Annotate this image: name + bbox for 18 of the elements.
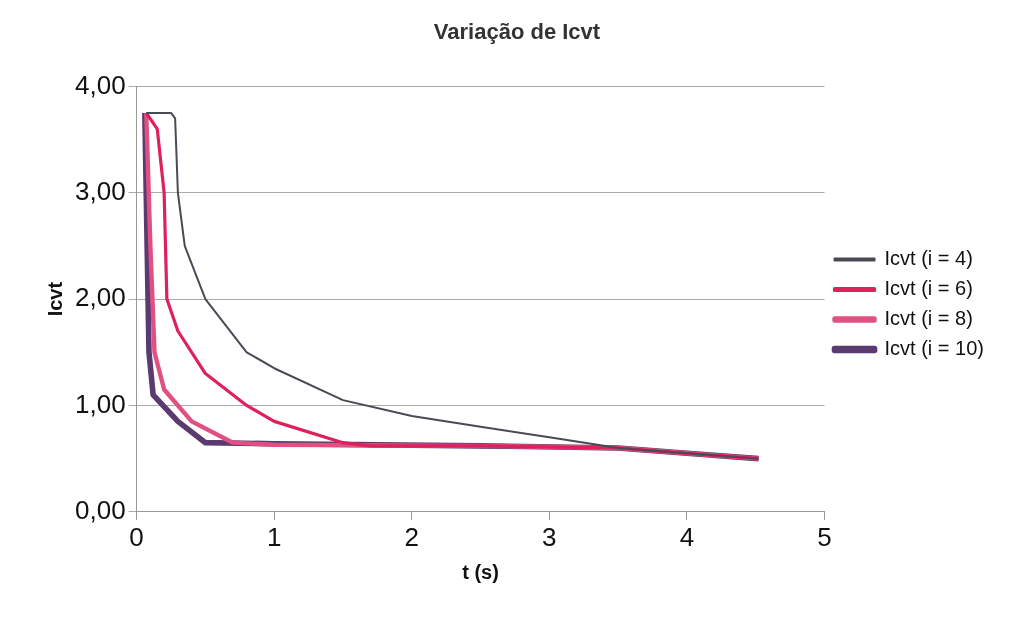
legend-label: Icvt (i = 10)	[884, 337, 985, 360]
y-tick-label: 4,00	[74, 69, 126, 100]
legend-label: Icvt (i = 4)	[884, 247, 973, 270]
y-axis-title: Icvt	[43, 281, 66, 317]
x-tick-label: 4	[679, 521, 695, 552]
x-tick-label: 3	[542, 521, 557, 552]
legend-label: Icvt (i = 8)	[884, 307, 973, 330]
x-tick-label: 2	[404, 521, 420, 552]
x-tick-label: 1	[266, 521, 282, 552]
x-tick-label: 0	[129, 521, 144, 552]
legend-label: Icvt (i = 6)	[884, 277, 973, 300]
y-tick-label: 0,00	[74, 494, 126, 525]
y-tick-label: 2,00	[74, 282, 126, 313]
y-tick-label: 1,00	[74, 388, 126, 419]
x-axis-title: t (s)	[462, 560, 499, 583]
y-tick-label: 3,00	[74, 175, 126, 206]
chart-title: Variação de Icvt	[433, 19, 601, 45]
x-tick-label: 5	[817, 521, 832, 552]
